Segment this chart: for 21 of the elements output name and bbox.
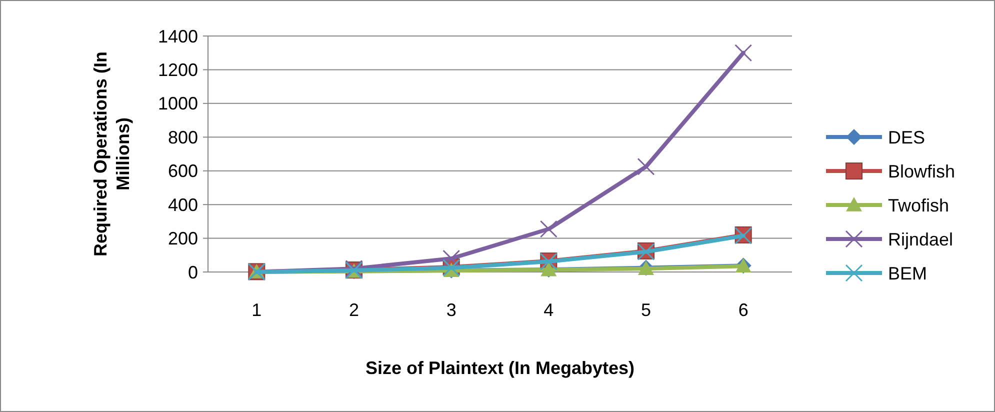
x-tick-label: 6: [738, 300, 748, 320]
x-tick-label: 1: [252, 300, 262, 320]
y-tick-label: 800: [168, 127, 198, 148]
legend-label: Blowfish: [888, 161, 956, 182]
y-tick-label: 600: [168, 161, 198, 182]
x-tick-label: 5: [640, 300, 652, 320]
y-tick-label: 1400: [158, 26, 198, 46]
y-axis-title: Required Operations (In Millions): [90, 51, 133, 257]
y-tick-label: 200: [168, 228, 198, 249]
y-tick-label: 1200: [158, 60, 198, 80]
x-tick-label: 4: [544, 300, 554, 320]
legend-label: Twofish: [888, 195, 950, 216]
y-tick-label: 0: [188, 262, 198, 282]
legend-label: BEM: [888, 263, 928, 284]
x-tick-label: 2: [348, 300, 360, 320]
legend-label: Rijndael: [888, 229, 954, 250]
x-tick-label: 3: [446, 300, 456, 320]
legend-label: DES: [888, 127, 926, 148]
y-tick-label: 400: [168, 194, 198, 215]
x-axis-title: Size of Plaintext (In Megabytes): [365, 358, 635, 378]
y-tick-label: 1000: [158, 94, 198, 114]
